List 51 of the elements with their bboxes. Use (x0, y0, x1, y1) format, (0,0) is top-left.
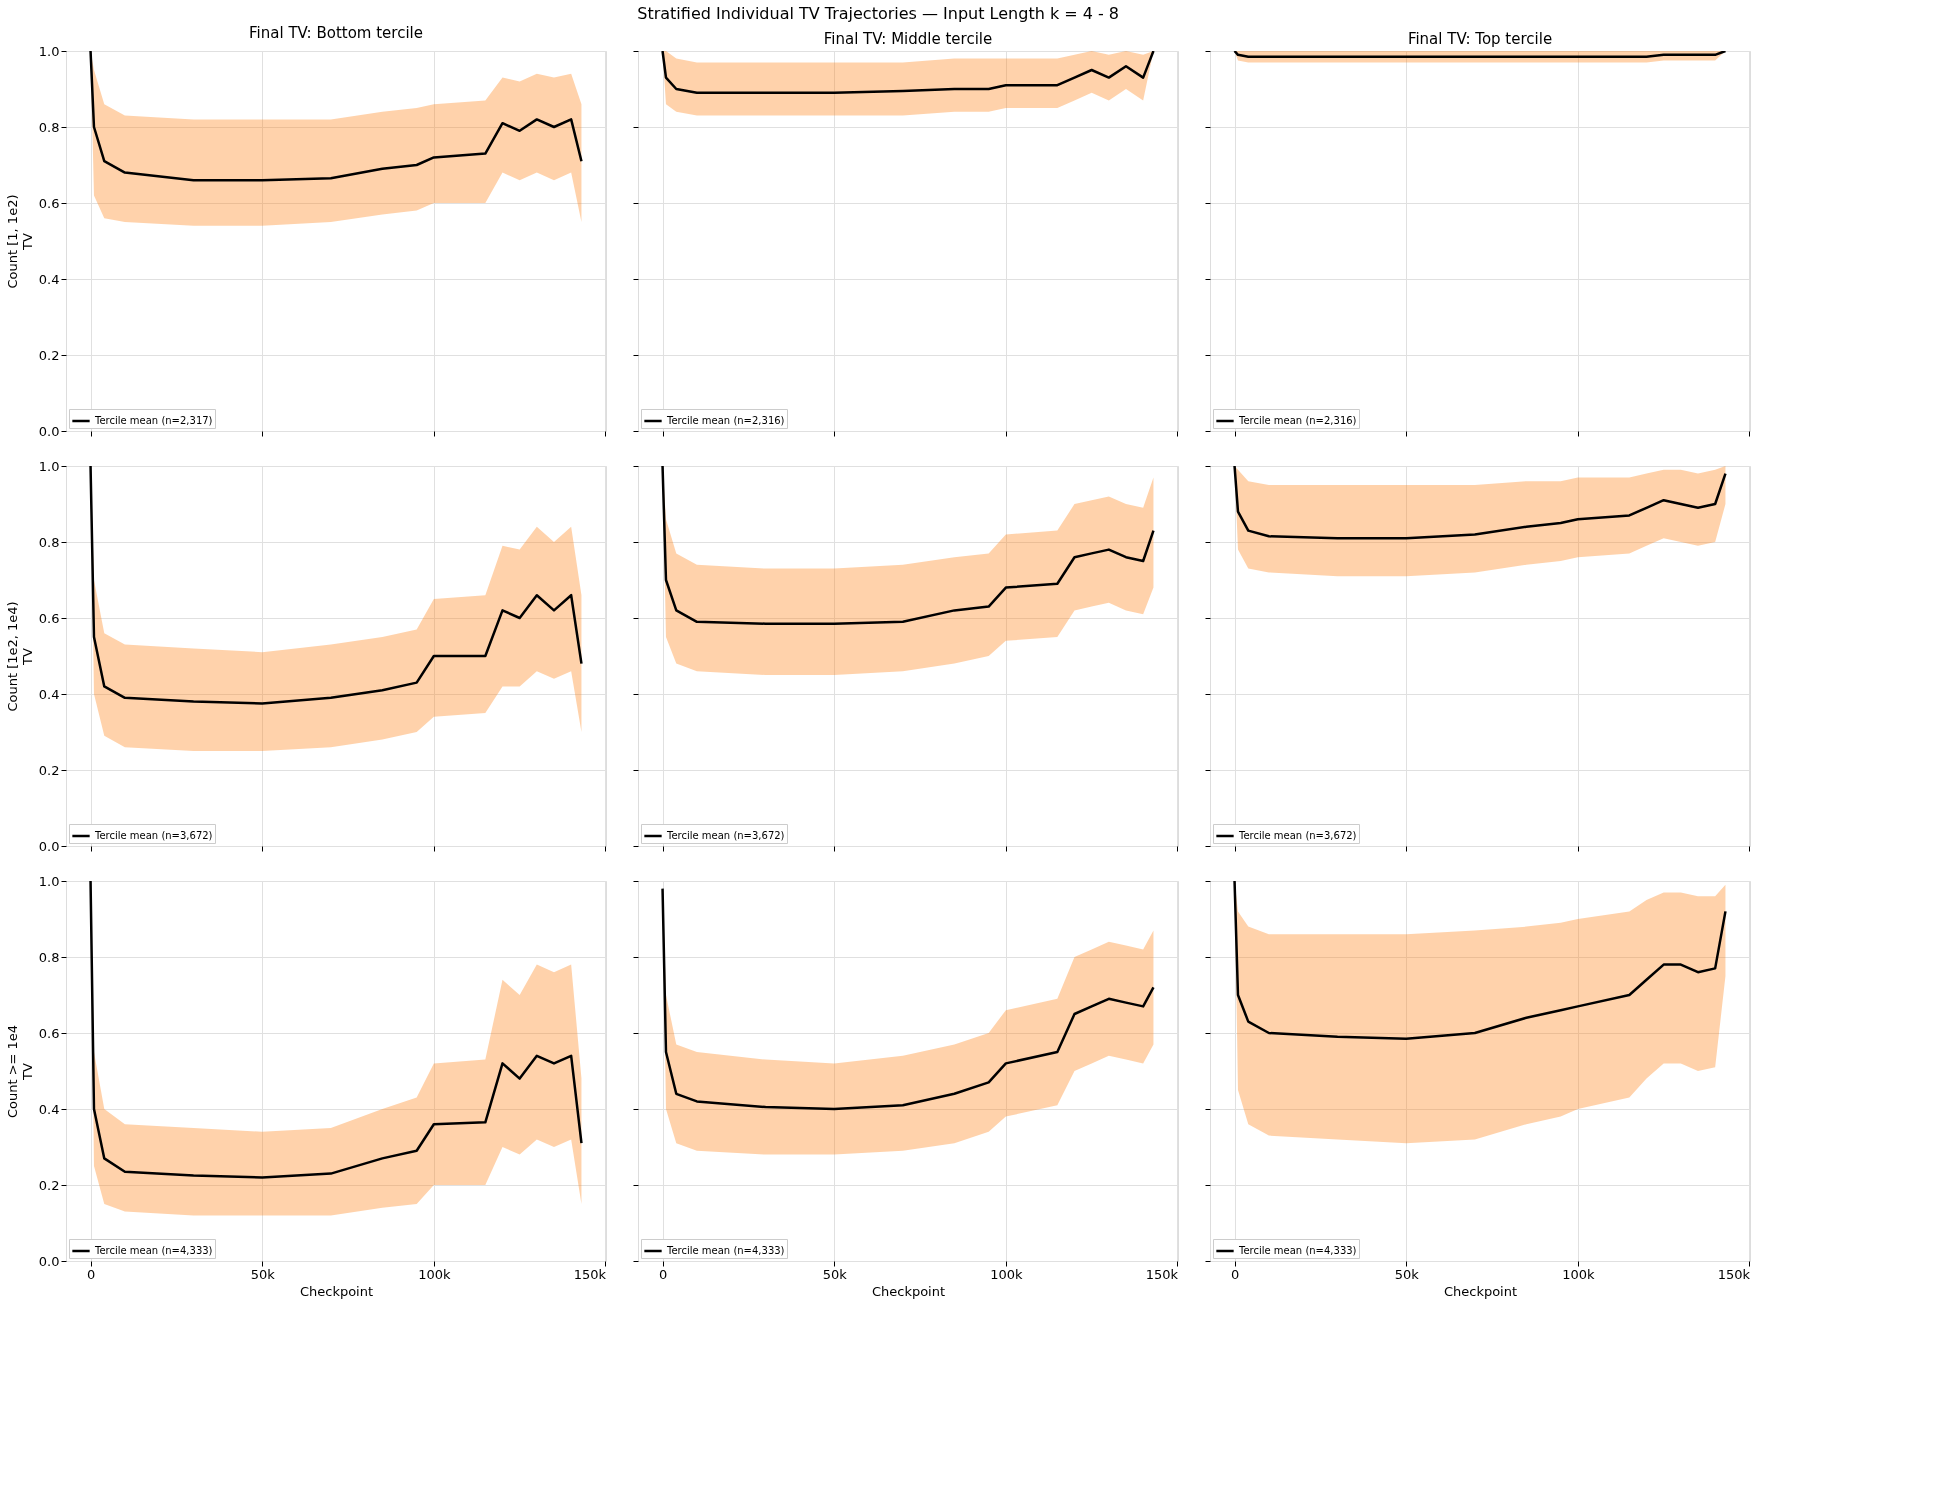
text: Stratified Individual TV Trajectories — Input Length k = 4 - 8 (637, 3, 1120, 23)
y-tick-label: 1.0 (38, 873, 60, 889)
y-tick-label: 0.0 (38, 838, 60, 854)
y-tick-label: 0.0 (38, 1253, 60, 1269)
x-tick-label: 0 (658, 1266, 668, 1282)
legend-label: Tercile mean (n=4,333) (94, 1245, 213, 1256)
y-tick-label: 0.8 (38, 119, 60, 135)
x-tick-label: 100k (990, 1266, 1023, 1282)
y-tick-label: 0.4 (38, 1101, 60, 1117)
y-tick-label: 0.2 (38, 1177, 60, 1193)
legend-label: Tercile mean (n=2,317) (94, 415, 213, 426)
x-axis-title: Checkpoint (1443, 1283, 1518, 1299)
x-tick-label: 0 (86, 1266, 96, 1282)
x-tick-label: 150k (1145, 1266, 1179, 1282)
y-axis-title: Count [1e2, 1e4) TV (4, 601, 35, 712)
legend-label: Tercile mean (n=3,672) (666, 830, 785, 841)
y-tick-label: 1.0 (38, 458, 60, 474)
y-tick-label: 0.0 (38, 423, 60, 439)
y-tick-label: 0.6 (38, 610, 60, 626)
y-tick-label: 0.2 (38, 762, 60, 778)
line-series (89, 466, 583, 705)
y-tick-label: 0.2 (38, 347, 60, 363)
legend-label: Tercile mean (n=2,316) (666, 415, 785, 426)
x-tick-label: 150k (573, 1266, 607, 1282)
y-tick-label: 0.4 (38, 686, 60, 702)
x-tick-label: 50k (1394, 1266, 1420, 1282)
x-tick-label: 100k (1562, 1266, 1595, 1282)
legend-label: Tercile mean (n=4,333) (666, 1245, 785, 1256)
x-axis-title: Checkpoint (299, 1283, 374, 1299)
x-tick-label: 50k (250, 1266, 276, 1282)
legend-label: Tercile mean (n=3,672) (94, 830, 213, 841)
x-tick-label: 150k (1717, 1266, 1751, 1282)
chart-title: Final TV: Bottom tercile (249, 24, 423, 42)
y-tick-label: 0.6 (38, 1025, 60, 1041)
y-tick-label: 0.8 (38, 949, 60, 965)
y-axis-title: Count >= 1e4 TV (4, 1024, 35, 1119)
x-tick-label: 0 (1230, 1266, 1240, 1282)
x-tick-label: 100k (418, 1266, 451, 1282)
y-tick-label: 0.4 (38, 271, 60, 287)
chart-title: Final TV: Top tercile (1407, 29, 1553, 48)
legend-label: Tercile mean (n=2,316) (1238, 415, 1357, 426)
x-tick-label: 50k (822, 1266, 848, 1282)
chart-title: Final TV: Middle tercile (823, 29, 993, 48)
y-tick-label: 1.0 (38, 43, 60, 59)
legend-label: Tercile mean (n=3,672) (1238, 830, 1357, 841)
y-axis-title: Count [1, 1e2) TV (4, 194, 35, 289)
y-tick-label: 0.8 (38, 534, 60, 550)
x-axis-title: Checkpoint (871, 1283, 946, 1299)
legend-label: Tercile mean (n=4,333) (1238, 1245, 1357, 1256)
y-tick-label: 0.6 (38, 195, 60, 211)
line-series (89, 51, 583, 182)
